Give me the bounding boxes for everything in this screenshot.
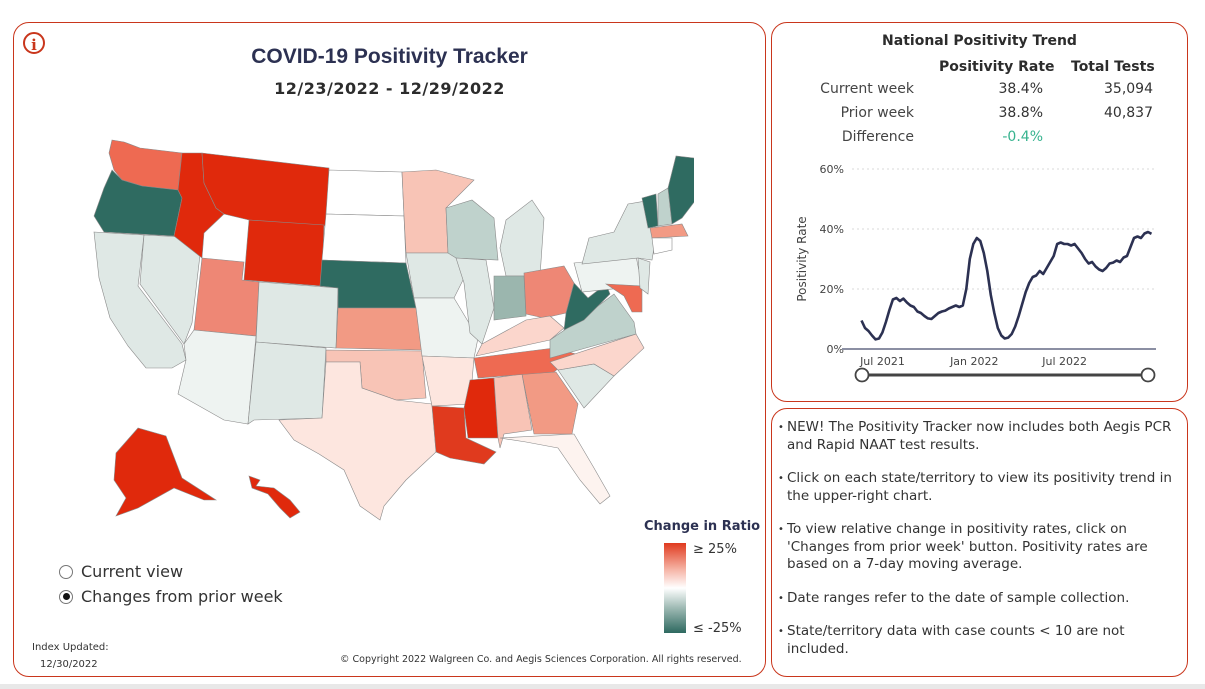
page-title: COVID-19 Positivity Tracker	[251, 45, 528, 68]
option-changes-prior-week[interactable]: Changes from prior week	[59, 587, 283, 606]
y-tick-label: 60%	[820, 163, 844, 176]
date-range: 12/23/2022 - 12/29/2022	[274, 79, 505, 98]
difference-rate: -0.4%	[1002, 129, 1043, 145]
state-new-mexico[interactable]	[247, 341, 327, 425]
state-north-dakota[interactable]	[325, 169, 405, 217]
positivity-trend-chart: 0% 20% 40% 60% Jul 2021 Jan 2022 Jul 2022 Posit…	[795, 163, 1156, 383]
state-louisiana[interactable]	[431, 405, 497, 465]
state-texas[interactable]	[278, 361, 437, 521]
state-michigan[interactable]	[499, 199, 545, 277]
state-wisconsin[interactable]	[445, 199, 499, 261]
note-item: To view relative change in positivity ra…	[778, 521, 1183, 574]
date-range-slider-start-handle[interactable]	[854, 367, 870, 383]
radio-changes-prior-week[interactable]	[59, 589, 73, 604]
state-connecticut[interactable]	[651, 237, 673, 255]
notes-list: NEW! The Positivity Tracker now includes…	[778, 419, 1183, 674]
state-maine[interactable]	[667, 155, 694, 225]
state-maryland[interactable]	[604, 283, 643, 313]
note-item: State/territory data with case counts < …	[778, 623, 1183, 658]
y-tick-label: 0%	[827, 343, 844, 356]
copyright: © Copyright 2022 Walgreen Co. and Aegis …	[340, 654, 742, 665]
prior-week-tests: 40,837	[1104, 105, 1153, 121]
option-current-view-label: Current view	[81, 562, 184, 581]
col-positivity-rate: Positivity Rate	[939, 59, 1055, 75]
radio-current-view[interactable]	[59, 564, 73, 579]
us-state-map	[93, 139, 694, 521]
map-panel: i COVID-19 Positivity Tracker 12/23/2022…	[13, 22, 766, 677]
legend-title: Change in Ratio	[644, 519, 761, 534]
col-total-tests: Total Tests	[1071, 59, 1155, 75]
state-hawaii[interactable]	[248, 475, 301, 519]
x-tick-label: Jan 2022	[949, 355, 998, 368]
state-alaska[interactable]	[113, 427, 218, 517]
window-bottom-bar	[0, 684, 1205, 689]
note-item: Date ranges refer to the date of sample …	[778, 590, 1183, 608]
trend-title: National Positivity Trend	[882, 33, 1077, 49]
state-south-dakota[interactable]	[321, 213, 407, 264]
current-week-tests: 35,094	[1104, 81, 1153, 97]
info-icon[interactable]: i	[23, 32, 45, 54]
x-tick-label: Jul 2021	[859, 355, 905, 368]
y-tick-label: 40%	[820, 223, 844, 236]
date-range-slider-end-handle[interactable]	[1140, 367, 1156, 383]
notes-panel: NEW! The Positivity Tracker now includes…	[771, 408, 1188, 677]
note-item: Click on each state/territory to view it…	[778, 470, 1183, 505]
x-tick-label: Jul 2022	[1041, 355, 1087, 368]
state-iowa[interactable]	[405, 252, 465, 299]
series-line	[860, 230, 1153, 341]
row-prior-week-label: Prior week	[840, 105, 914, 121]
state-mississippi[interactable]	[463, 377, 499, 439]
note-item: NEW! The Positivity Tracker now includes…	[778, 419, 1183, 454]
y-axis-label: Positivity Rate	[795, 216, 809, 301]
state-massachusetts[interactable]	[649, 223, 689, 239]
state-florida[interactable]	[499, 433, 611, 505]
prior-week-rate: 38.8%	[998, 105, 1043, 121]
state-kansas[interactable]	[335, 307, 423, 351]
state-indiana[interactable]	[493, 275, 527, 321]
legend-high-label: ≥ 25%	[693, 542, 737, 557]
state-california[interactable]	[93, 231, 187, 369]
current-week-rate: 38.4%	[998, 81, 1043, 97]
option-current-view[interactable]: Current view	[59, 562, 183, 581]
legend-low-label: ≤ -25%	[693, 621, 742, 636]
index-updated-label: Index Updated:	[32, 642, 109, 653]
option-changes-prior-week-label: Changes from prior week	[81, 587, 283, 606]
legend-color-scale	[664, 543, 686, 633]
y-tick-label: 20%	[820, 283, 844, 296]
state-colorado[interactable]	[255, 281, 339, 349]
state-wyoming[interactable]	[243, 219, 325, 287]
trend-panel: National Positivity Trend Positivity Rat…	[771, 22, 1188, 402]
state-new-jersey[interactable]	[637, 257, 651, 295]
state-arizona[interactable]	[177, 329, 257, 425]
index-updated-date: 12/30/2022	[40, 659, 98, 670]
row-current-week-label: Current week	[820, 81, 914, 97]
row-difference-label: Difference	[841, 129, 914, 145]
